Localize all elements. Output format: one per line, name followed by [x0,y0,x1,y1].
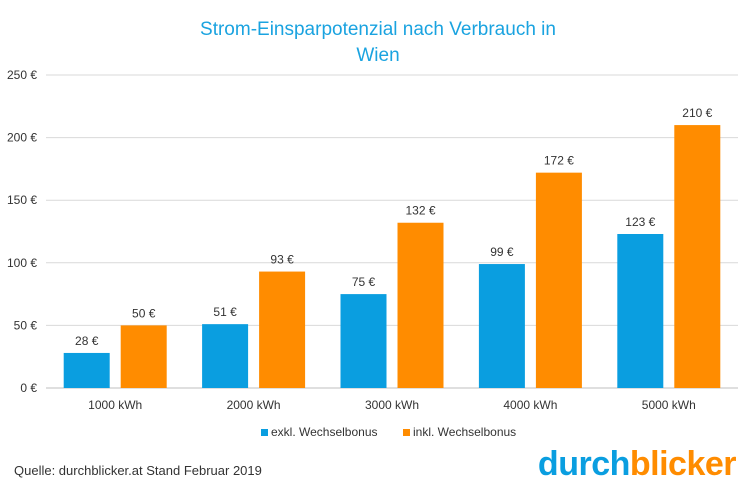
legend: exkl. Wechselbonus inkl. Wechselbonus [261,425,516,439]
bar-inkl-5 [674,125,721,388]
bar-inkl-1 [120,325,167,388]
data-label: 50 € [132,306,156,320]
legend-swatch [403,429,410,436]
chart-title-line-1: Strom-Einsparpotenzial nach Verbrauch in [200,19,556,40]
y-tick-label: 150 € [7,193,37,207]
y-tick-label: 250 € [7,68,37,82]
data-labels: 28 € 50 € 51 € 93 € 75 € 132 € 99 € 172 € 123 € 2… [75,106,713,348]
bars [63,125,721,388]
x-tick-label: 3000 kWh [365,398,419,412]
y-axis-ticks: 0 € 50 € 100 € 150 € 200 € 250 € [7,68,37,395]
data-label: 99 € [490,245,514,259]
data-label: 51 € [213,305,237,319]
x-tick-label: 4000 kWh [503,398,557,412]
legend-label: inkl. Wechselbonus [413,425,516,439]
data-label: 28 € [75,334,99,348]
bar-exkl-3 [340,294,387,388]
x-tick-label: 1000 kWh [88,398,142,412]
y-tick-label: 100 € [7,256,37,270]
y-tick-label: 200 € [7,131,37,145]
x-tick-label: 5000 kWh [642,398,696,412]
durchblicker-logo: durchblicker [538,445,736,483]
data-label: 210 € [682,106,712,120]
source-note: Quelle: durchblicker.at Stand Februar 20… [14,463,262,478]
bar-exkl-4 [478,264,525,388]
data-label: 93 € [270,253,294,267]
chart-title-line-2: Wien [356,45,399,66]
data-label: 75 € [352,275,376,289]
y-tick-label: 50 € [14,318,38,332]
bar-exkl-1 [63,352,110,388]
bar-inkl-3 [397,222,444,388]
y-tick-label: 0 € [20,381,37,395]
data-label: 132 € [405,204,435,218]
bar-inkl-4 [535,172,582,388]
x-tick-label: 2000 kWh [227,398,281,412]
bar-exkl-2 [202,324,249,388]
bar-exkl-5 [617,234,664,388]
x-axis-ticks: 1000 kWh 2000 kWh 3000 kWh 4000 kWh 5000 kWh [88,398,696,412]
data-label: 172 € [544,154,574,168]
legend-swatch [261,429,268,436]
data-label: 123 € [625,215,655,229]
bar-inkl-2 [259,271,306,388]
legend-label: exkl. Wechselbonus [271,425,378,439]
